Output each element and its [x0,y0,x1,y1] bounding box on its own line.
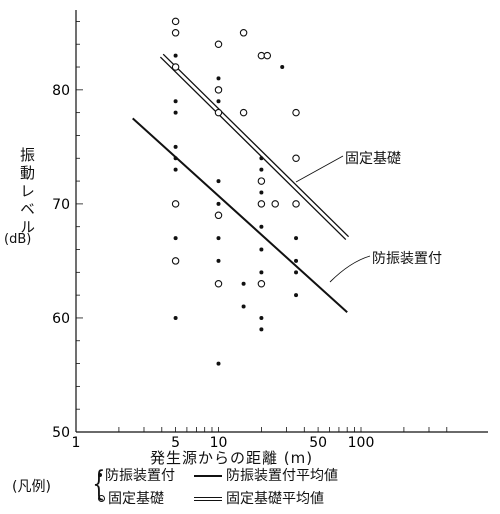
legend-item-double-line: 固定基礎平均値 [194,488,324,508]
data-point-vibration-isolated [216,361,221,366]
data-point-vibration-isolated [241,304,246,309]
data-point-vibration-isolated [173,167,178,172]
data-point-fixed-base [214,279,223,288]
annotation-vibration-isolated: 防振装置付 [372,251,442,267]
data-point-vibration-isolated [173,110,178,115]
fit-lines [132,53,371,313]
data-point-fixed-base [171,200,180,208]
data-point-fixed-base [214,86,223,94]
annotation-leader [295,155,344,183]
data-point-vibration-isolated [173,99,178,104]
y-tick-label: 80 [52,83,70,99]
x-tick-label: 100 [348,435,375,451]
data-point-fixed-base [214,108,223,117]
data-point-fixed-base [171,29,180,37]
data-point-fixed-base [257,177,266,185]
data-point-fixed-base [171,63,180,71]
data-point-vibration-isolated [259,190,264,195]
tick-labels: 50 60 70 80 1 5 10 50 100 [52,83,374,451]
y-tick-label: 60 [52,311,70,327]
data-point-fixed-base [257,279,266,288]
data-point-fixed-base [257,200,266,208]
legend-item-circle: 固定基礎 [98,488,164,508]
x-tick-label: 10 [210,435,228,451]
circle-marker-icon [98,494,105,502]
fit-line-vibration-isolated [132,117,348,313]
data-point-vibration-isolated [216,76,221,81]
data-point-fixed-base [214,40,223,48]
data-points [171,17,300,366]
data-point-vibration-isolated [259,224,264,229]
legend-item-label: 防振装置付 [105,468,175,484]
data-point-fixed-base [214,211,223,220]
data-point-vibration-isolated [259,327,264,332]
data-point-vibration-isolated [216,179,221,184]
legend-brace-icon: { [92,464,106,504]
data-point-fixed-base [263,51,272,60]
data-point-vibration-isolated [216,99,221,104]
annotation-leader [329,255,371,283]
fit-line-fixed-base [162,53,350,238]
x-tick-label: 5 [171,435,180,451]
fit-line-fixed-base [159,56,347,240]
data-point-vibration-isolated [294,236,299,241]
chart-axes [75,10,488,433]
data-point-fixed-base [271,200,279,208]
single-line-icon [194,475,222,477]
double-line-icon [194,497,222,501]
y-tick-label: 50 [52,425,70,441]
data-point-vibration-isolated [294,293,299,298]
data-point-fixed-base [292,154,300,163]
data-point-vibration-isolated [294,270,299,275]
data-point-vibration-isolated [259,315,264,320]
legend: (凡例) { 防振装置付 固定基礎 防振装置付平均値 固定基礎平均値 [12,462,482,510]
data-point-fixed-base [239,108,248,117]
y-tick-label: 70 [52,197,70,213]
data-point-vibration-isolated [173,53,178,58]
data-point-vibration-isolated [216,258,221,263]
x-tick-label: 50 [309,435,327,451]
data-point-vibration-isolated [173,315,178,320]
data-point-vibration-isolated [294,258,299,263]
data-point-fixed-base [239,29,248,37]
data-point-vibration-isolated [280,65,285,70]
data-point-vibration-isolated [259,167,264,172]
legend-item-label: 固定基礎平均値 [226,491,324,507]
data-point-fixed-base [171,257,180,265]
legend-item-dot: 防振装置付 [98,465,175,485]
data-point-vibration-isolated [259,247,264,252]
y-axis-title: 振動レベル [18,147,36,237]
legend-item-label: 固定基礎 [108,491,164,507]
x-axis-title: 発生源からの距離 (m) [150,449,314,467]
data-point-vibration-isolated [259,156,264,161]
data-point-fixed-base [171,17,180,26]
data-point-fixed-base [292,108,300,117]
annotation-fixed-base: 固定基礎 [345,151,401,167]
data-point-vibration-isolated [241,281,246,286]
data-point-vibration-isolated [216,201,221,206]
data-point-vibration-isolated [173,236,178,241]
data-point-vibration-isolated [173,156,178,161]
data-point-fixed-base [292,200,300,208]
dot-marker-icon [98,473,102,477]
legend-item-single-line: 防振装置付平均値 [194,465,338,485]
data-point-vibration-isolated [216,236,221,241]
legend-title: (凡例) [12,479,51,495]
data-point-vibration-isolated [173,144,178,149]
data-point-vibration-isolated [259,270,264,275]
y-axis-unit: (dB) [4,232,32,247]
x-tick-label: 1 [72,435,81,451]
legend-item-label: 防振装置付平均値 [226,468,338,484]
